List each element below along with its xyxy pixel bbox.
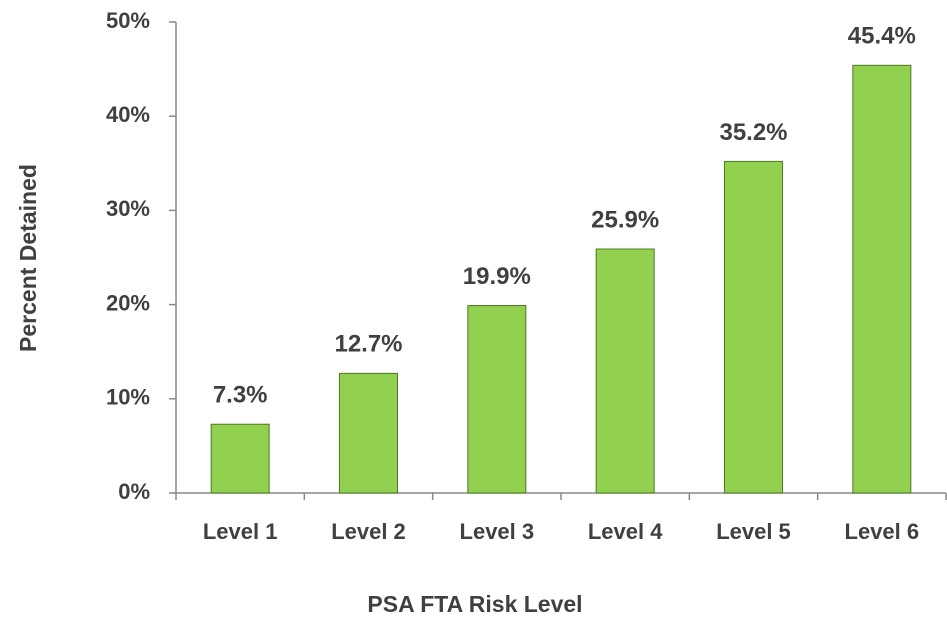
x-tick-label: Level 4 — [588, 519, 663, 544]
value-label: 25.9% — [591, 206, 659, 233]
y-tick-label: 0% — [118, 479, 150, 504]
value-label: 35.2% — [719, 119, 787, 146]
x-tick-label: Level 5 — [716, 519, 791, 544]
x-tick-label: Level 3 — [460, 519, 535, 544]
y-tick-label: 10% — [106, 385, 150, 410]
x-tick-label: Level 1 — [203, 519, 278, 544]
y-axis-title: Percent Detained — [15, 164, 41, 352]
value-label: 19.9% — [463, 263, 531, 290]
x-tick-label: Level 2 — [331, 519, 406, 544]
bar — [852, 64, 912, 494]
bar — [595, 248, 655, 494]
bar — [339, 372, 398, 494]
y-tick-label: 30% — [106, 196, 150, 221]
bar — [724, 160, 783, 494]
y-tick-label: 20% — [106, 290, 150, 315]
value-label: 45.4% — [848, 23, 916, 50]
x-tick-label: Level 6 — [845, 519, 920, 544]
y-tick-label: 40% — [106, 102, 150, 127]
value-label: 12.7% — [334, 331, 402, 358]
x-axis-title: PSA FTA Risk Level — [367, 591, 582, 617]
bar — [210, 423, 270, 494]
y-tick-label: 50% — [106, 8, 150, 33]
bar — [467, 305, 527, 494]
value-label: 7.3% — [213, 382, 268, 409]
